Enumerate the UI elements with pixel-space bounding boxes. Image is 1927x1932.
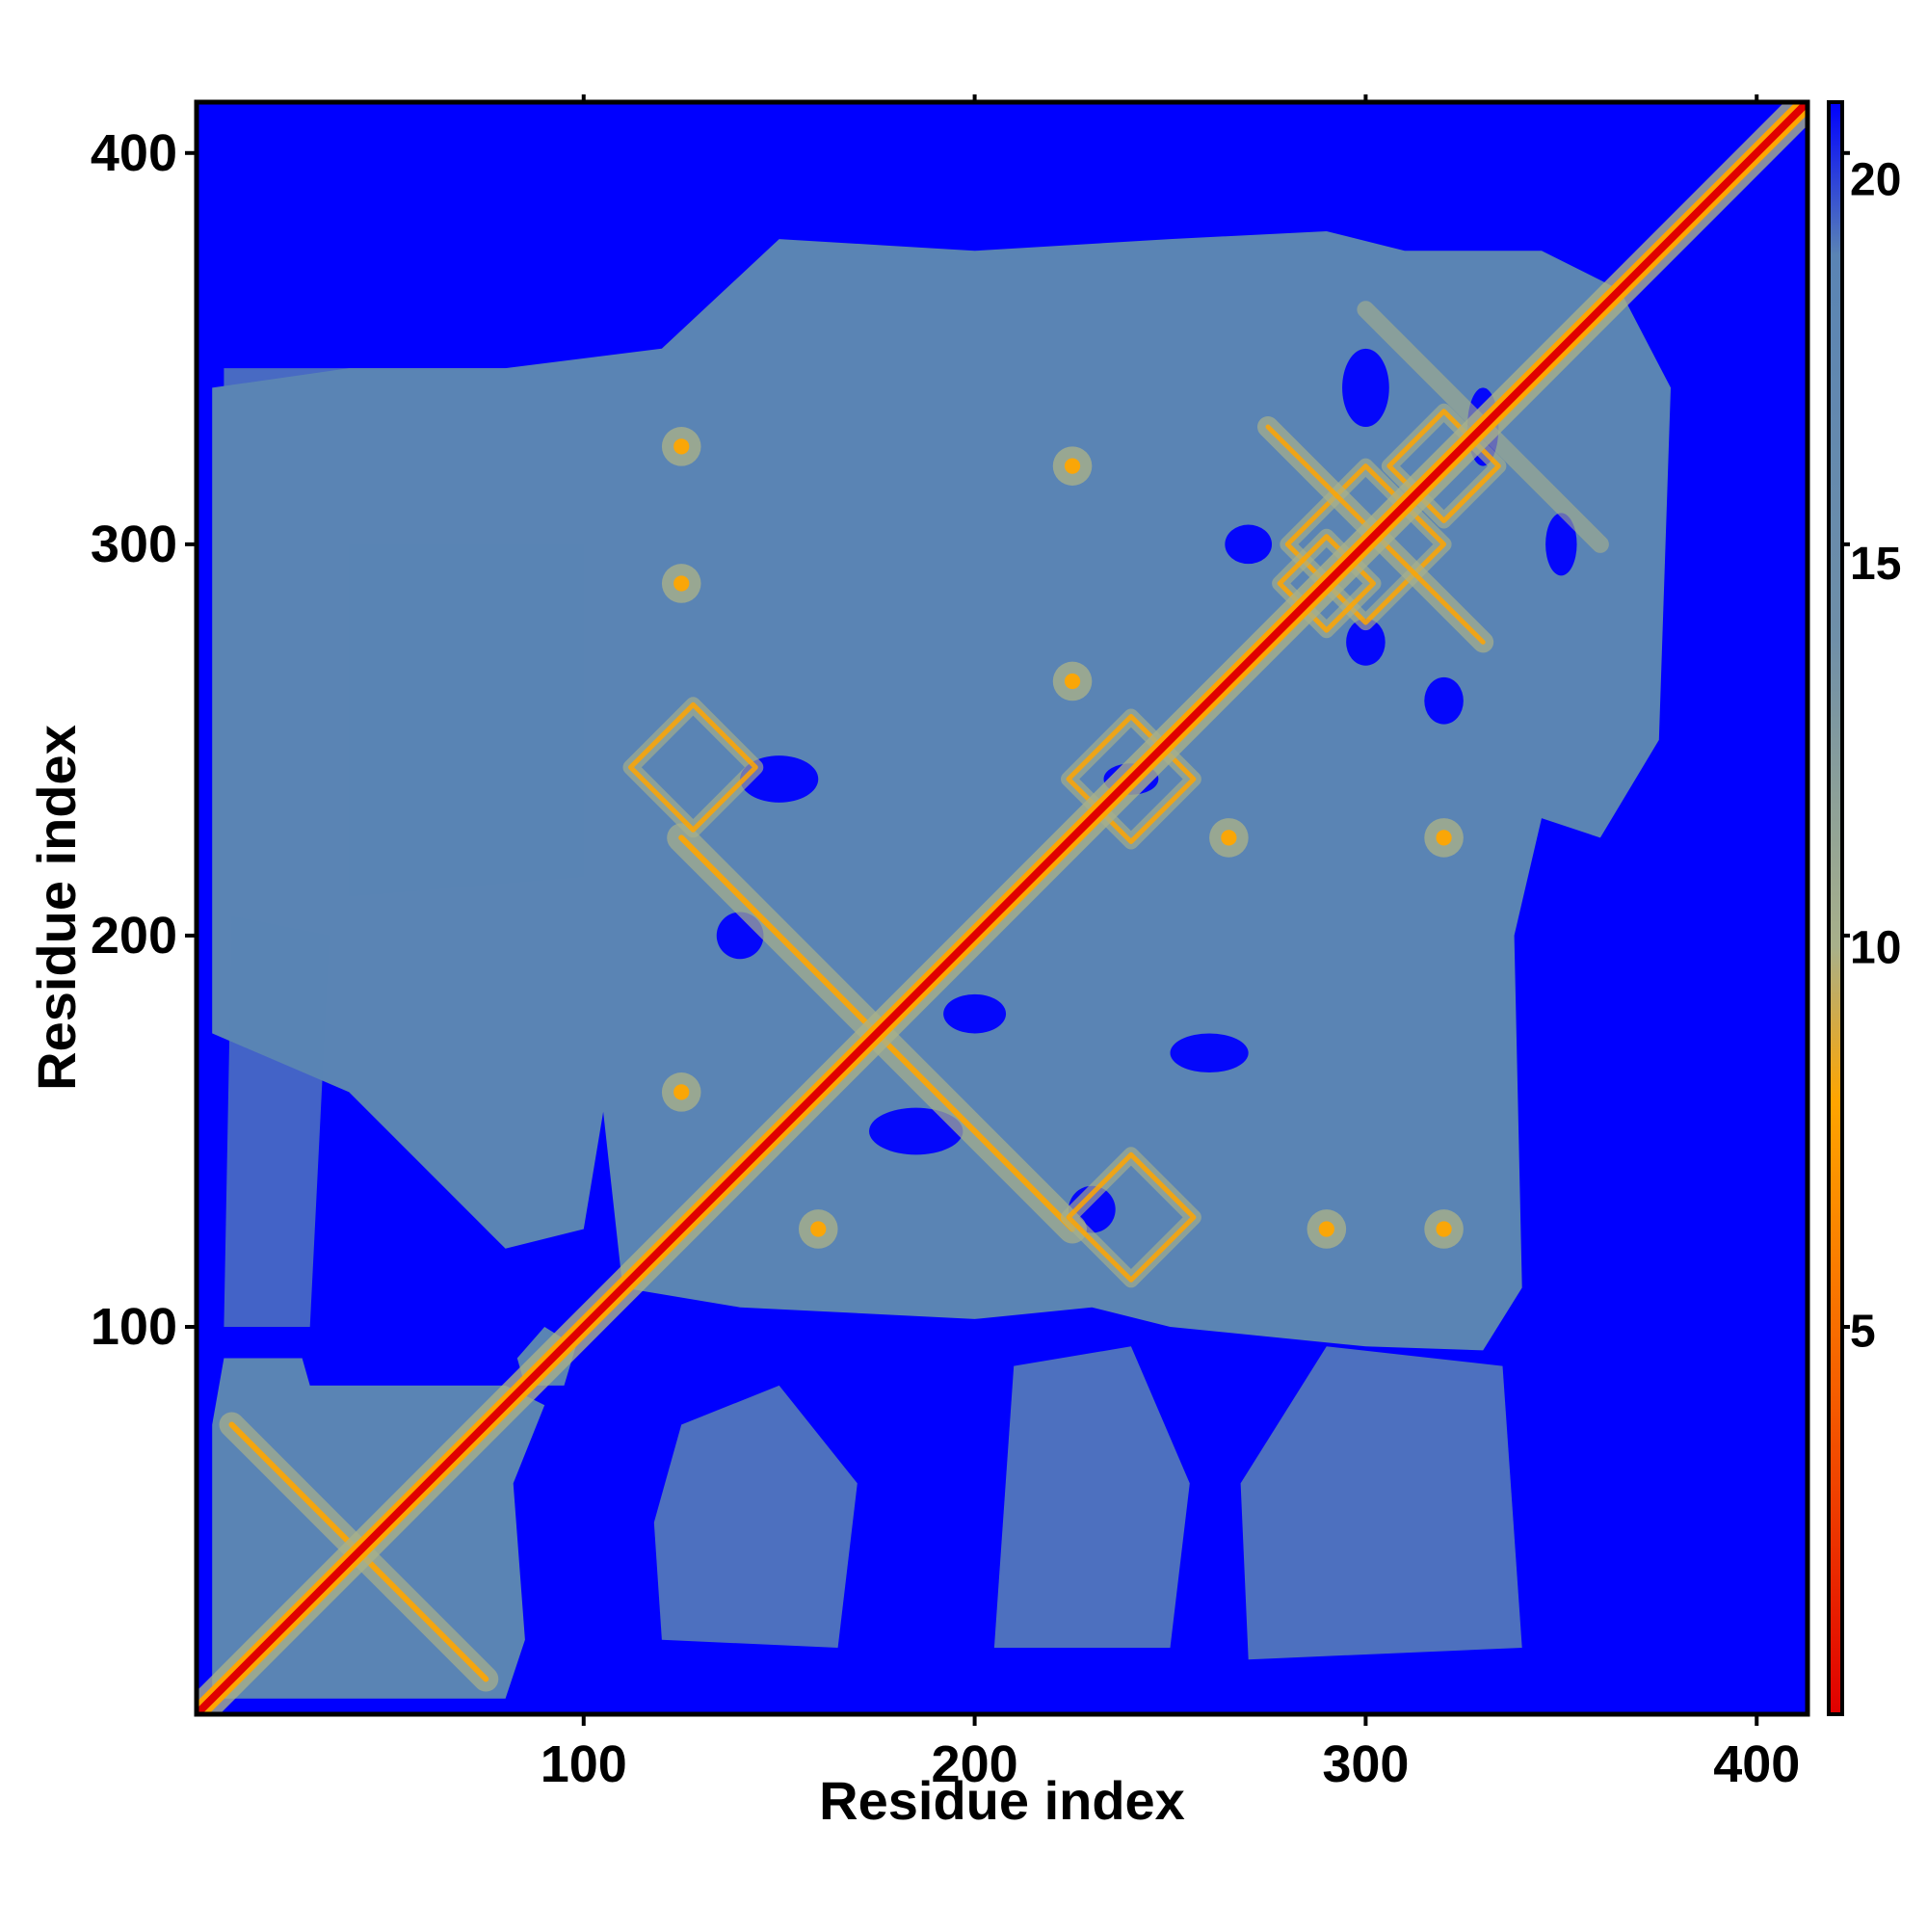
spot-core-4 <box>1436 830 1452 846</box>
loop-core-0 <box>628 701 758 833</box>
spot-core-7 <box>1436 1221 1452 1237</box>
spot-core-6 <box>1064 673 1081 690</box>
hole-2 <box>1342 348 1389 428</box>
y-axis-label: Residue index <box>26 725 87 1091</box>
diagonal-core <box>197 102 1808 1714</box>
domain-main-region <box>212 231 1672 1351</box>
y-tick-labels: 100 200 300 400 <box>91 124 177 1356</box>
loop-core-1 <box>1066 1151 1197 1283</box>
y-tick-label: 200 <box>91 907 177 965</box>
left-strip-3 <box>224 368 525 506</box>
colorbar: 5 10 15 20 <box>1827 100 1901 1716</box>
colorbar-tick-label: 5 <box>1850 1307 1876 1358</box>
lower-strip-3 <box>1240 1346 1522 1660</box>
x-tick-label: 400 <box>1713 1735 1800 1793</box>
colorbar-tick-label: 15 <box>1850 539 1901 590</box>
hole-12 <box>1225 524 1273 565</box>
left-strip-2 <box>349 543 584 897</box>
x-tick-label: 100 <box>541 1735 627 1793</box>
plot-frame <box>194 99 1810 1717</box>
hole-10 <box>1545 513 1577 576</box>
lower-strip-2 <box>993 1346 1190 1648</box>
x-tick-label: 300 <box>1322 1735 1409 1793</box>
plot-area <box>197 102 1808 1714</box>
spot-core-2 <box>1064 458 1081 474</box>
hole-6 <box>943 993 1007 1034</box>
heatmap-cells <box>197 102 1808 1714</box>
colorbar-tick-label: 10 <box>1850 922 1901 973</box>
spot-core-0 <box>673 575 690 592</box>
x-tick-label: 200 <box>932 1735 1018 1793</box>
spot-core-8 <box>673 1084 690 1100</box>
spot-core-5 <box>1221 830 1237 846</box>
y-tick-label: 100 <box>91 1298 177 1356</box>
spot-core-9 <box>810 1221 827 1237</box>
hole-0 <box>869 1107 964 1155</box>
x-axis-label: Residue index <box>819 1770 1185 1831</box>
spot-core-3 <box>1318 1221 1334 1237</box>
colorbar-gradient <box>1827 100 1844 1716</box>
colorbar-tick-label: 20 <box>1850 155 1901 206</box>
lower-strip-1 <box>653 1385 858 1648</box>
spot-core-1 <box>673 438 690 455</box>
y-tick-label: 400 <box>91 124 177 182</box>
hole-8 <box>1170 1033 1249 1073</box>
left-strip-1 <box>224 915 330 1327</box>
colorbar-ticks: 5 10 15 20 <box>1850 155 1901 1358</box>
y-tick-label: 300 <box>91 516 177 573</box>
x-tick-labels: 100 200 300 400 <box>541 1735 1801 1793</box>
hole-4 <box>1346 619 1386 666</box>
hole-9 <box>1424 676 1464 725</box>
